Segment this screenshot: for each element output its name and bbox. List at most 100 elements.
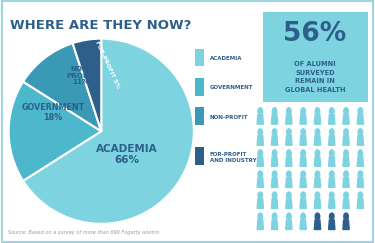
Polygon shape [357, 115, 363, 124]
Text: Source: Based on a survey of more than 690 Fogarty alumni: Source: Based on a survey of more than 6… [8, 230, 159, 234]
Polygon shape [314, 178, 321, 187]
Polygon shape [300, 178, 306, 187]
Circle shape [330, 150, 334, 157]
Text: WHERE ARE THEY NOW?: WHERE ARE THEY NOW? [10, 19, 192, 32]
Circle shape [286, 192, 291, 199]
Circle shape [358, 108, 363, 114]
Circle shape [315, 150, 320, 157]
Circle shape [315, 171, 320, 178]
Circle shape [315, 213, 320, 220]
Polygon shape [357, 199, 363, 208]
Circle shape [258, 213, 262, 220]
Polygon shape [343, 136, 349, 145]
Polygon shape [328, 178, 335, 187]
Polygon shape [343, 199, 349, 208]
Polygon shape [300, 220, 306, 229]
Polygon shape [286, 115, 292, 124]
Circle shape [272, 171, 277, 178]
Wedge shape [23, 39, 194, 224]
Polygon shape [257, 178, 263, 187]
Circle shape [330, 192, 334, 199]
Polygon shape [272, 199, 278, 208]
Circle shape [301, 192, 306, 199]
Circle shape [358, 150, 363, 157]
Polygon shape [357, 178, 363, 187]
Bar [195, 147, 204, 165]
Circle shape [301, 150, 306, 157]
Circle shape [301, 213, 306, 220]
Polygon shape [357, 157, 363, 166]
Polygon shape [286, 178, 292, 187]
Text: GOVERNMENT: GOVERNMENT [210, 86, 254, 90]
Circle shape [258, 171, 262, 178]
Polygon shape [286, 220, 292, 229]
Circle shape [330, 171, 334, 178]
Polygon shape [286, 157, 292, 166]
Circle shape [344, 108, 348, 114]
Bar [195, 107, 204, 125]
Circle shape [301, 108, 306, 114]
Polygon shape [257, 199, 263, 208]
Polygon shape [257, 136, 263, 145]
Polygon shape [328, 136, 335, 145]
Circle shape [258, 108, 262, 114]
Polygon shape [343, 178, 349, 187]
Text: 56%: 56% [284, 21, 346, 47]
Wedge shape [9, 82, 101, 181]
Polygon shape [328, 115, 335, 124]
Circle shape [301, 171, 306, 178]
Polygon shape [328, 199, 335, 208]
Bar [195, 49, 204, 67]
Polygon shape [272, 157, 278, 166]
Circle shape [330, 129, 334, 136]
Circle shape [272, 192, 277, 199]
Circle shape [272, 108, 277, 114]
Polygon shape [272, 178, 278, 187]
Polygon shape [314, 115, 321, 124]
Circle shape [344, 192, 348, 199]
Polygon shape [314, 220, 321, 229]
Polygon shape [314, 136, 321, 145]
Wedge shape [23, 43, 101, 131]
Circle shape [272, 213, 277, 220]
Polygon shape [343, 157, 349, 166]
Circle shape [315, 129, 320, 136]
Circle shape [358, 192, 363, 199]
Polygon shape [314, 199, 321, 208]
Text: OF ALUMNI
SURVEYED
REMAIN IN
GLOBAL HEALTH: OF ALUMNI SURVEYED REMAIN IN GLOBAL HEAL… [285, 61, 345, 93]
Polygon shape [357, 136, 363, 145]
Polygon shape [300, 115, 306, 124]
Polygon shape [257, 157, 263, 166]
Circle shape [315, 192, 320, 199]
Circle shape [272, 150, 277, 157]
Circle shape [258, 192, 262, 199]
Polygon shape [343, 115, 349, 124]
Polygon shape [286, 136, 292, 145]
Text: FOR-PROFIT
AND INDUSTRY: FOR-PROFIT AND INDUSTRY [210, 152, 256, 163]
Circle shape [286, 213, 291, 220]
Circle shape [301, 129, 306, 136]
Circle shape [344, 213, 348, 220]
Circle shape [330, 213, 334, 220]
Circle shape [344, 129, 348, 136]
Circle shape [315, 108, 320, 114]
Circle shape [358, 129, 363, 136]
Circle shape [286, 129, 291, 136]
Polygon shape [343, 220, 349, 229]
Text: ACADEMIA
66%: ACADEMIA 66% [96, 144, 158, 165]
Polygon shape [272, 136, 278, 145]
Text: GOVERNMENT
18%: GOVERNMENT 18% [21, 103, 85, 122]
Polygon shape [257, 220, 263, 229]
Text: NON-
PROFIT
11%: NON- PROFIT 11% [66, 66, 96, 85]
Circle shape [344, 150, 348, 157]
Text: ACADEMIA: ACADEMIA [210, 56, 242, 61]
Polygon shape [314, 157, 321, 166]
Circle shape [286, 171, 291, 178]
Circle shape [286, 150, 291, 157]
Polygon shape [257, 115, 263, 124]
Circle shape [358, 171, 363, 178]
Text: FOR-PROFIT 5%: FOR-PROFIT 5% [94, 40, 120, 89]
Circle shape [286, 108, 291, 114]
Circle shape [344, 171, 348, 178]
Text: NON-PROFIT: NON-PROFIT [210, 114, 248, 120]
